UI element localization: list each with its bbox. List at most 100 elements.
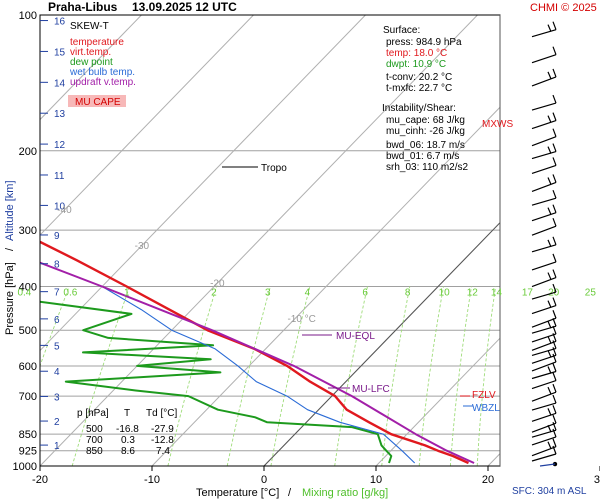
altitude-tick-label: 13	[54, 109, 66, 120]
wind-barb-flag	[547, 24, 552, 32]
mixing-ratio-line	[71, 286, 131, 466]
mixing-ratio-label: 10	[439, 287, 451, 298]
legend-wet-bulb: wet bulb temp.	[69, 67, 135, 78]
wind-barb-shaft	[531, 380, 557, 390]
mixing-ratio-label: 6	[362, 287, 368, 298]
surface-tmxfc: t-mxfc: 22.7 °C	[386, 83, 452, 94]
wetbulb-line	[101, 286, 416, 464]
xlabel-mixing-ratio: Mixing ratio [g/kg]	[302, 487, 388, 499]
pressure-tick-label: 1000	[13, 461, 37, 473]
table-header-p: p [hPa]	[77, 408, 109, 419]
mixing-ratio-label: 3	[265, 287, 271, 298]
wind-barb-flag	[547, 441, 552, 449]
tropo-label: Tropo	[261, 163, 287, 174]
mu-lfc-label: MU-LFC	[352, 384, 390, 395]
pressure-tick-label: 925	[19, 446, 37, 458]
table-row-p: 500	[86, 424, 103, 435]
legend: SKEW-T temperature virt.temp. dew point …	[68, 21, 136, 108]
surface-temp: temp: 18.0 °C	[386, 48, 447, 59]
ylabel-pressure: Pressure [hPa]	[4, 262, 16, 335]
table-row-td: -12.8	[151, 435, 174, 446]
pressure-tick-label: 100	[19, 10, 37, 22]
wind-barb-flag	[547, 115, 552, 123]
wind-barb	[531, 383, 557, 402]
surface-wind-line	[539, 463, 556, 467]
wind-barb-shaft	[531, 305, 557, 315]
pressure-tick-label: 400	[19, 282, 37, 294]
wind-barb-flag	[552, 445, 557, 455]
legend-updraft: updraft v.temp.	[70, 77, 136, 88]
wind-barb-flag	[552, 372, 557, 381]
copyright: CHMI © 2025	[530, 2, 597, 14]
wind-barb	[531, 143, 557, 160]
wind-barb	[531, 372, 557, 390]
xlabel-temperature: Temperature [°C]	[196, 487, 279, 499]
isotherm-label: -10 °C	[287, 314, 315, 325]
wind-barb-shaft	[531, 354, 557, 364]
wind-barb-flag	[552, 128, 557, 137]
wind-barb-flag	[547, 336, 552, 344]
isotherm-label: -30	[135, 241, 150, 252]
xlabel-separator: /	[288, 487, 292, 499]
observation-datetime: 13.09.2025 12 UTC	[132, 0, 237, 14]
temp-tick-label: 10	[370, 474, 382, 486]
wind-barb-flag	[552, 438, 557, 447]
isotherm-line	[151, 106, 500, 466]
wind-barb-shaft	[531, 436, 557, 446]
surface-wind-dot	[552, 461, 558, 467]
wind-barb-shaft	[531, 151, 557, 160]
zero-isotherm-line	[263, 221, 500, 466]
wind-barb-shaft	[531, 54, 557, 64]
wind-barb-shaft	[531, 412, 557, 422]
temp-tick-label: -10	[144, 474, 160, 486]
altitude-tick-label: 7	[54, 288, 60, 299]
mixing-ratio-label: 8	[405, 287, 411, 298]
altitude-tick-label: 3	[54, 392, 60, 403]
wind-barb-shaft	[531, 347, 557, 357]
wind-barb-flag	[547, 146, 552, 154]
wind-barb	[531, 340, 557, 357]
wind-barb-flag	[547, 272, 552, 280]
wind-barb-flag	[552, 112, 557, 121]
wind-barb-shaft	[531, 277, 557, 288]
isotherm-label: -20	[210, 279, 225, 290]
isotherm-line	[40, 15, 142, 121]
pressure-ticks: 100 200 300 400 500 600 700 850 925 1000	[13, 10, 37, 473]
wind-barb-shaft	[531, 370, 557, 380]
wind-barb-flag	[552, 143, 557, 152]
mixing-ratio-line	[476, 286, 497, 466]
altitude-tick-label: 14	[54, 78, 66, 89]
isotherm-lines	[40, 15, 500, 466]
altitude-tick-label: 5	[54, 341, 60, 352]
mixing-ratio-line	[381, 286, 411, 466]
wind-barb	[531, 283, 557, 300]
altitude-ticks: 16 15 14 13 12 11 10 9 8 7 6 5 4 3 2 1	[40, 17, 66, 452]
isotherm-line	[40, 15, 366, 352]
wind-barb	[531, 428, 557, 446]
wind-barb-shaft	[531, 361, 557, 372]
mixing-ratio-label: 0.4	[17, 287, 31, 298]
legend-temperature: temperature	[70, 37, 124, 48]
wind-barb	[531, 310, 557, 328]
wind-barb-flag	[552, 21, 557, 30]
altitude-tick-label: 1	[54, 441, 60, 452]
wind-barb-flag	[552, 363, 557, 372]
wind-barb-flag	[552, 428, 557, 438]
surface-title: Surface:	[383, 25, 420, 36]
level-annotations: Tropo MU-EQL MU-LFC FZLV WBZL MXWS	[222, 119, 513, 414]
bwd-01-value: bwd_01: 6.7 m/s	[386, 151, 459, 162]
wind-barb-shaft	[531, 453, 557, 462]
wind-barb-flag	[552, 333, 557, 342]
table-row-td: -27.9	[151, 424, 174, 435]
wind-barb	[531, 236, 557, 253]
wind-barb	[531, 269, 557, 288]
surface-info: Surface: press: 984.9 hPa temp: 18.0 °C …	[383, 25, 462, 94]
wind-barb-shaft	[531, 402, 557, 411]
temperature-ticks: -30-20-10010203040	[32, 466, 600, 486]
pressure-tick-label: 600	[19, 361, 37, 373]
wind-barb	[531, 297, 557, 315]
pressure-tick-label: 500	[19, 325, 37, 337]
wind-barb-flag	[552, 94, 557, 104]
mu-eql-label: MU-EQL	[336, 331, 375, 342]
altitude-tick-label: 2	[54, 417, 60, 428]
